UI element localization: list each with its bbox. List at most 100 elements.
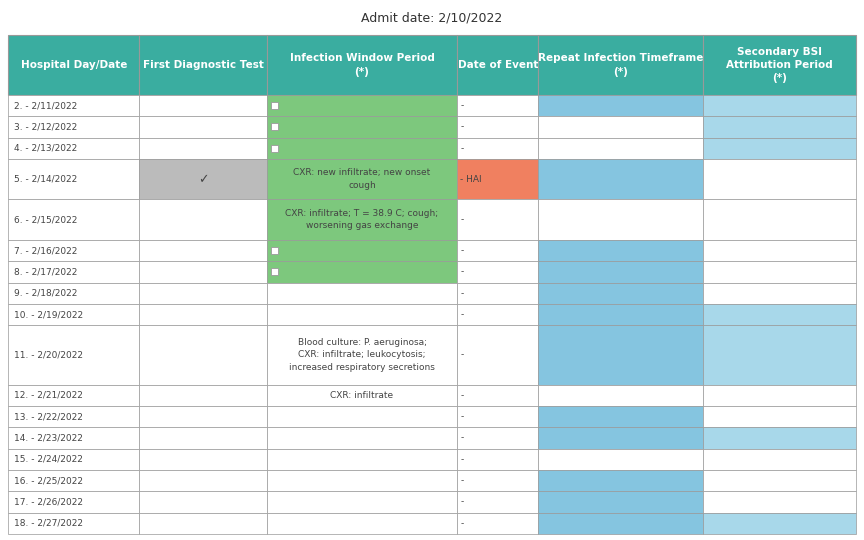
Bar (538, 470, 703, 491)
Bar (267, 304, 457, 325)
Bar (139, 138, 267, 159)
Bar (270, 145, 277, 152)
Bar (457, 240, 538, 261)
Bar (8, 95, 139, 116)
Bar (457, 428, 538, 449)
Bar (267, 261, 457, 282)
Text: 7. - 2/16/2022: 7. - 2/16/2022 (14, 246, 78, 255)
Bar (457, 406, 538, 428)
Bar (8, 449, 139, 470)
Bar (457, 35, 538, 95)
Text: Hospital Day/Date: Hospital Day/Date (21, 60, 127, 70)
Bar (538, 138, 703, 159)
Text: -: - (461, 413, 464, 421)
Bar (139, 406, 267, 428)
Bar (270, 247, 277, 254)
Bar (703, 199, 856, 240)
Bar (267, 199, 457, 240)
Bar (267, 159, 457, 199)
Bar (267, 470, 457, 491)
Bar (8, 138, 139, 159)
Bar (457, 491, 538, 512)
Bar (703, 138, 856, 159)
Bar (139, 95, 267, 116)
Bar (457, 449, 538, 470)
Text: 10. - 2/19/2022: 10. - 2/19/2022 (14, 310, 83, 319)
Bar (267, 116, 457, 138)
Bar (703, 95, 856, 116)
Bar (538, 491, 703, 512)
Bar (538, 282, 703, 304)
Text: -: - (461, 289, 464, 298)
Text: 2. - 2/11/2022: 2. - 2/11/2022 (14, 101, 77, 110)
Bar (8, 428, 139, 449)
Bar (457, 95, 538, 116)
Text: 16. - 2/25/2022: 16. - 2/25/2022 (14, 476, 83, 485)
Bar (703, 325, 856, 385)
Text: CXR: new infiltrate; new onset
cough: CXR: new infiltrate; new onset cough (294, 168, 430, 190)
Text: Infection Window Period
(*): Infection Window Period (*) (289, 53, 435, 77)
Bar (8, 325, 139, 385)
Text: -: - (461, 476, 464, 485)
Text: -: - (461, 144, 464, 153)
Bar (139, 159, 267, 199)
Text: Secondary BSI
Attribution Period
(*): Secondary BSI Attribution Period (*) (727, 47, 833, 83)
Text: 17. - 2/26/2022: 17. - 2/26/2022 (14, 497, 83, 507)
Bar (8, 199, 139, 240)
Bar (538, 240, 703, 261)
Bar (8, 512, 139, 534)
Bar (8, 261, 139, 282)
Bar (267, 491, 457, 512)
Bar (139, 304, 267, 325)
Text: 11. - 2/20/2022: 11. - 2/20/2022 (14, 350, 83, 360)
Bar (267, 325, 457, 385)
Text: -: - (461, 391, 464, 400)
Text: -: - (461, 246, 464, 255)
Bar (139, 282, 267, 304)
Bar (538, 304, 703, 325)
Bar (267, 95, 457, 116)
Bar (8, 385, 139, 406)
Bar (457, 470, 538, 491)
Bar (8, 35, 139, 95)
Bar (457, 385, 538, 406)
Bar (267, 385, 457, 406)
Bar (139, 116, 267, 138)
Bar (139, 385, 267, 406)
Bar (8, 240, 139, 261)
Text: 15. - 2/24/2022: 15. - 2/24/2022 (14, 455, 83, 464)
Bar (8, 491, 139, 512)
Text: 4. - 2/13/2022: 4. - 2/13/2022 (14, 144, 77, 153)
Text: -: - (461, 215, 464, 224)
Bar (457, 138, 538, 159)
Text: Repeat Infection Timeframe
(*): Repeat Infection Timeframe (*) (538, 53, 703, 77)
Bar (139, 491, 267, 512)
Bar (8, 406, 139, 428)
Bar (139, 35, 267, 95)
Text: -: - (461, 350, 464, 360)
Text: -: - (461, 434, 464, 443)
Bar (270, 102, 277, 109)
Bar (457, 512, 538, 534)
Text: -: - (461, 101, 464, 110)
Bar (139, 449, 267, 470)
Bar (457, 159, 538, 199)
Bar (703, 428, 856, 449)
Bar (139, 261, 267, 282)
Text: 18. - 2/27/2022: 18. - 2/27/2022 (14, 519, 83, 528)
Bar (267, 35, 457, 95)
Bar (8, 116, 139, 138)
Bar (703, 35, 856, 95)
Bar (139, 240, 267, 261)
Bar (457, 199, 538, 240)
Bar (703, 470, 856, 491)
Bar (139, 325, 267, 385)
Bar (538, 199, 703, 240)
Bar (139, 428, 267, 449)
Text: 6. - 2/15/2022: 6. - 2/15/2022 (14, 215, 78, 224)
Bar (457, 261, 538, 282)
Bar (538, 159, 703, 199)
Bar (538, 35, 703, 95)
Text: ✓: ✓ (198, 173, 208, 186)
Text: Date of Event: Date of Event (458, 60, 538, 70)
